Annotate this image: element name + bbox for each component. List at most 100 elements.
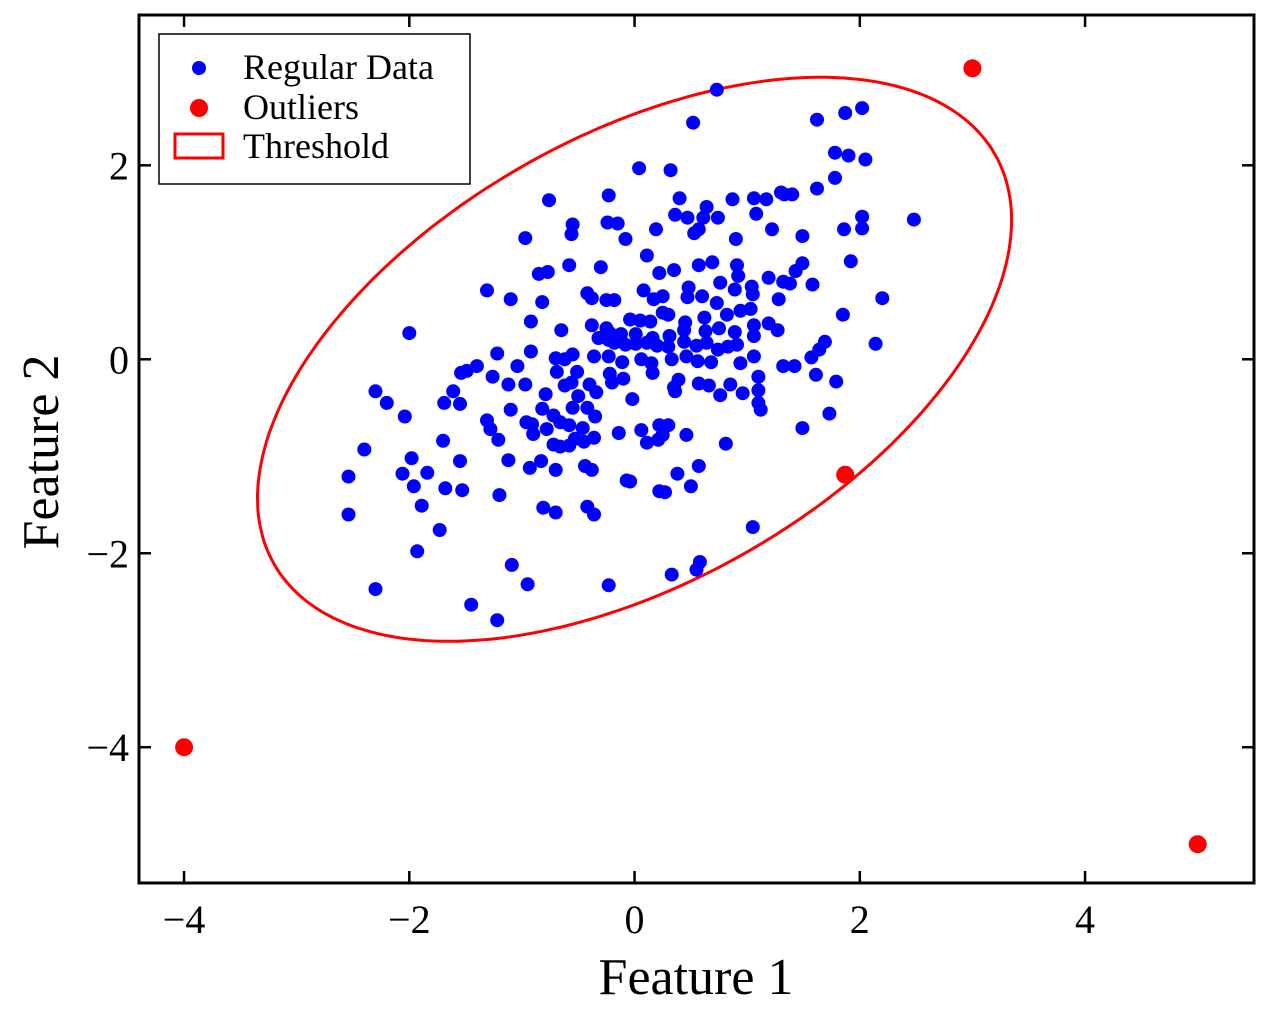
regular-data-point <box>453 396 467 411</box>
y-axis-label: Feature 2 <box>13 355 70 550</box>
regular-data-point <box>446 384 461 399</box>
regular-data-point <box>759 192 774 207</box>
regular-data-point <box>535 401 550 416</box>
regular-data-point <box>841 148 856 163</box>
legend-marker-outliers <box>190 99 208 117</box>
regular-data-point <box>649 222 663 237</box>
regular-data-point <box>753 402 768 417</box>
outlier-point <box>1188 835 1207 854</box>
regular-data-point <box>777 187 792 202</box>
regular-data-point <box>501 453 516 468</box>
regular-data-point <box>538 387 553 402</box>
regular-data-point <box>564 375 579 390</box>
regular-data-point <box>534 454 549 469</box>
regular-data-point <box>587 349 601 364</box>
regular-data-point <box>746 349 761 364</box>
regular-data-point <box>698 324 713 339</box>
regular-data-point <box>420 465 435 480</box>
regular-data-point <box>804 350 819 365</box>
x-tick-label: −4 <box>163 897 206 942</box>
regular-data-point <box>414 498 429 513</box>
regular-data-point <box>795 229 810 244</box>
y-tick-label: −2 <box>86 531 129 576</box>
regular-data-point <box>501 377 516 392</box>
regular-data-point <box>570 364 585 379</box>
regular-data-point <box>503 292 518 307</box>
regular-data-point <box>490 613 505 628</box>
legend-label-threshold: Threshold <box>243 126 389 166</box>
regular-data-point <box>733 356 748 371</box>
regular-data-point <box>397 409 412 424</box>
regular-data-point <box>625 392 640 407</box>
regular-data-point <box>828 170 842 185</box>
regular-data-point <box>835 307 850 322</box>
regular-data-point <box>634 423 649 438</box>
regular-data-point <box>357 442 372 457</box>
regular-data-point <box>710 210 725 225</box>
regular-data-point <box>518 377 533 392</box>
regular-data-point <box>490 346 505 361</box>
regular-data-point <box>562 418 577 433</box>
regular-data-point <box>639 435 654 450</box>
regular-data-point <box>601 349 616 364</box>
regular-data-point <box>828 145 842 160</box>
regular-data-point <box>565 400 580 415</box>
regular-data-point <box>584 462 599 477</box>
regular-data-point <box>751 369 766 384</box>
x-tick-label: 4 <box>1075 897 1095 942</box>
regular-data-point <box>771 292 786 307</box>
regular-data-point <box>601 188 616 203</box>
regular-data-point <box>564 227 579 242</box>
regular-data-point <box>341 507 356 522</box>
regular-data-point <box>395 466 410 481</box>
regular-data-point <box>639 248 654 263</box>
regular-data-point <box>677 334 692 349</box>
regular-data-point <box>728 232 743 246</box>
regular-data-point <box>701 378 716 393</box>
regular-data-point <box>438 481 453 496</box>
y-tick-label: 2 <box>109 143 129 188</box>
regular-data-point <box>651 432 666 447</box>
regular-data-point <box>691 258 706 273</box>
regular-data-point <box>464 597 479 612</box>
regular-data-point <box>504 557 519 572</box>
regular-data-point <box>719 307 734 322</box>
regular-data-point <box>699 200 714 214</box>
regular-data-point <box>406 479 421 494</box>
regular-data-point <box>808 367 823 382</box>
regular-data-point <box>683 479 698 494</box>
regular-data-point <box>662 329 677 343</box>
legend: Regular Data Outliers Threshold <box>158 33 471 185</box>
regular-data-point <box>539 422 554 437</box>
y-tick-label: −4 <box>86 725 129 770</box>
regular-data-point <box>571 389 586 404</box>
regular-data-point <box>838 106 853 120</box>
regular-data-point <box>670 466 685 481</box>
regular-data-point <box>735 386 750 401</box>
regular-data-point <box>906 212 921 227</box>
regular-data-point <box>645 365 660 380</box>
regular-data-point <box>623 312 638 327</box>
regular-data-point <box>536 500 551 515</box>
regular-data-point <box>855 209 870 224</box>
regular-data-point <box>822 406 837 421</box>
regular-data-point <box>587 430 601 445</box>
regular-data-point <box>522 460 537 475</box>
regular-data-point <box>341 469 356 484</box>
regular-data-point <box>652 266 667 280</box>
regular-data-point <box>632 161 647 176</box>
regular-data-point <box>667 380 681 395</box>
regular-data-point <box>503 402 518 417</box>
regular-data-point <box>723 377 738 392</box>
regular-data-point <box>690 354 705 369</box>
regular-data-point <box>718 436 733 451</box>
legend-marker-threshold <box>173 132 225 160</box>
regular-data-point <box>655 289 670 304</box>
regular-data-point <box>655 305 670 320</box>
regular-data-point <box>663 163 678 178</box>
regular-data-point <box>858 152 873 167</box>
regular-data-point <box>730 258 744 273</box>
regular-data-point <box>843 254 858 269</box>
regular-data-point <box>733 303 748 318</box>
